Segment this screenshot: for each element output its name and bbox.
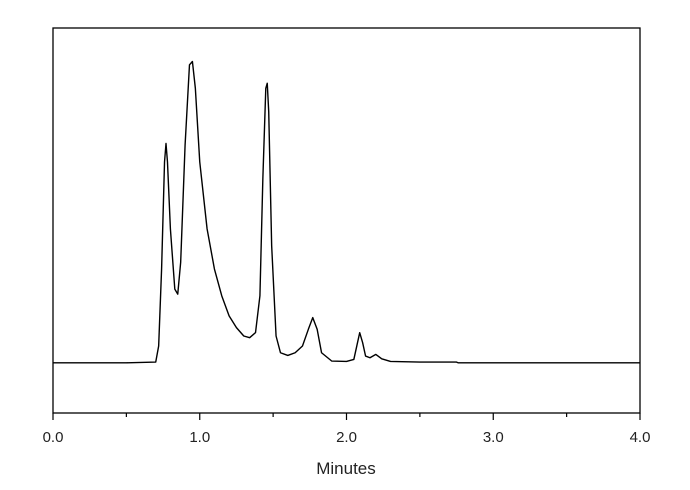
x-tick-label: 1.0 (189, 429, 210, 446)
x-axis-ticks (52, 413, 641, 420)
x-tick-label: 0.0 (43, 429, 64, 446)
x-axis-label: Minutes (316, 459, 376, 478)
x-tick-label: 2.0 (336, 429, 357, 446)
x-axis-tick-labels: 0.0 1.0 2.0 3.0 4.0 (43, 429, 651, 446)
x-tick-label: 3.0 (483, 429, 504, 446)
x-tick-label: 4.0 (630, 429, 651, 446)
plot-frame (52, 27, 641, 414)
chromatogram-trace (53, 60, 640, 364)
